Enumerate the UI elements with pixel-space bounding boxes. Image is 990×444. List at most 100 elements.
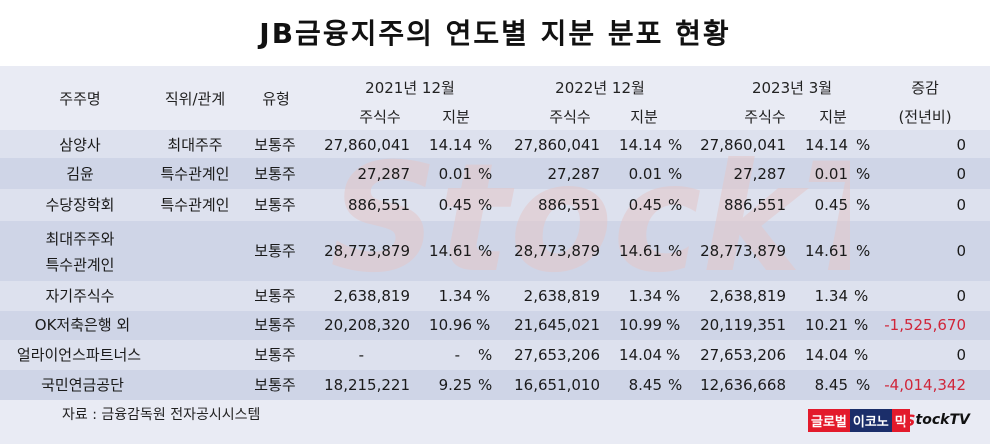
header-shares: 주식수 bbox=[549, 108, 591, 126]
cell-shareholder: 자기주식수 bbox=[45, 287, 115, 305]
cell-pct: % bbox=[856, 242, 871, 260]
cell-shares-2022: 27,653,206 bbox=[514, 346, 600, 364]
cell-shares-2021: 18,215,221 bbox=[324, 376, 410, 394]
cell-stake-2023: 0.45 bbox=[814, 196, 848, 214]
header-shares: 주식수 bbox=[744, 108, 786, 126]
header-shareholder: 주주명 bbox=[59, 90, 101, 108]
cell-type: 보통주 bbox=[254, 376, 296, 394]
header-change: 증감 bbox=[911, 79, 939, 97]
cell-change: 0 bbox=[956, 346, 966, 364]
row-band bbox=[0, 370, 990, 400]
row-band bbox=[0, 281, 990, 311]
cell-pct: % bbox=[476, 316, 491, 334]
source-note: 자료 : 금융감독원 전자공시시스템 bbox=[62, 407, 261, 423]
cell-stake-2022: 0.01 bbox=[628, 165, 662, 183]
cell-stake-2023: 14.14 bbox=[805, 136, 848, 154]
cell-shares-2022: 886,551 bbox=[537, 196, 600, 214]
cell-pct: % bbox=[478, 196, 493, 214]
row-band bbox=[0, 311, 990, 340]
cell-type: 보통주 bbox=[254, 316, 296, 334]
cell-stake-2021: - bbox=[454, 346, 460, 364]
cell-stake-2022: 8.45 bbox=[628, 376, 662, 394]
cell-pct: % bbox=[476, 287, 491, 305]
header-stake: 지분 bbox=[442, 108, 470, 126]
row-band bbox=[0, 158, 990, 189]
cell-shares-2021: 28,773,879 bbox=[324, 242, 410, 260]
cell-shares-2023: 20,119,351 bbox=[700, 316, 786, 334]
cell-stake-2021: 10.96 bbox=[429, 316, 472, 334]
cell-shares-2023: 2,638,819 bbox=[709, 287, 786, 305]
cell-type: 보통주 bbox=[254, 136, 296, 154]
cell-shares-2021: 2,638,819 bbox=[333, 287, 410, 305]
cell-pct: % bbox=[666, 287, 681, 305]
cell-relation: 특수관계인 bbox=[160, 165, 230, 183]
cell-stake-2023: 14.61 bbox=[805, 242, 848, 260]
cell-pct: % bbox=[668, 196, 683, 214]
row-band bbox=[0, 340, 990, 370]
title-bar: JB금융지주의 연도별 지분 분포 현황 bbox=[0, 0, 990, 66]
cell-pct: % bbox=[856, 196, 871, 214]
cell-pct: % bbox=[478, 165, 493, 183]
global-economic-logo: 글로벌 이코노 믹 bbox=[808, 408, 910, 432]
cell-pct: % bbox=[854, 287, 869, 305]
cell-shares-2023: 27,287 bbox=[733, 165, 787, 183]
cell-type: 보통주 bbox=[254, 287, 296, 305]
cell-shares-2022: 21,645,021 bbox=[514, 316, 600, 334]
stocktv-logo-text: tockTV bbox=[915, 412, 970, 428]
cell-shareholder: 최대주주와 bbox=[45, 230, 115, 248]
cell-stake-2023: 1.34 bbox=[814, 287, 848, 305]
header-relation: 직위/관계 bbox=[164, 90, 226, 108]
cell-stake-2022: 1.34 bbox=[628, 287, 662, 305]
cell-shares-2022: 27,860,041 bbox=[514, 136, 600, 154]
cell-stake-2023: 10.21 bbox=[805, 316, 848, 334]
cell-change: 0 bbox=[956, 196, 966, 214]
cell-shares-2023: 886,551 bbox=[723, 196, 786, 214]
header-shares: 주식수 bbox=[359, 108, 401, 126]
cell-pct: % bbox=[854, 346, 869, 364]
cell-change: 0 bbox=[956, 242, 966, 260]
cell-pct: % bbox=[856, 376, 871, 394]
cell-pct: % bbox=[854, 316, 869, 334]
cell-stake-2023: 14.04 bbox=[805, 346, 848, 364]
cell-stake-2021: 0.01 bbox=[438, 165, 472, 183]
header-stake: 지분 bbox=[630, 108, 658, 126]
cell-shareholder: OK저축은행 외 bbox=[34, 316, 131, 334]
cell-change-negative: -1,525,670 bbox=[884, 316, 966, 334]
header-change-sub: (전년비) bbox=[898, 108, 952, 126]
cell-stake-2022: 14.61 bbox=[619, 242, 662, 260]
cell-pct: % bbox=[478, 346, 493, 364]
cell-pct: % bbox=[666, 316, 681, 334]
cell-shares-2021: 27,287 bbox=[357, 165, 411, 183]
cell-shareholder-line2: 특수관계인 bbox=[45, 256, 115, 274]
cell-shares-2022: 27,287 bbox=[547, 165, 601, 183]
cell-shares-2023: 27,653,206 bbox=[700, 346, 786, 364]
header-period-2023: 2023년 3월 bbox=[751, 79, 833, 97]
header-type: 유형 bbox=[262, 90, 290, 108]
cell-type: 보통주 bbox=[254, 346, 296, 364]
page-title: JB금융지주의 연도별 지분 분포 현황 bbox=[259, 17, 731, 50]
cell-type: 보통주 bbox=[254, 196, 296, 214]
cell-stake-2021: 14.14 bbox=[429, 136, 472, 154]
logo-part: 이코노 bbox=[849, 408, 892, 432]
cell-shares-2022: 16,651,010 bbox=[514, 376, 600, 394]
cell-change: 0 bbox=[956, 165, 966, 183]
cell-pct: % bbox=[668, 136, 683, 154]
cell-shareholder: 국민연금공단 bbox=[41, 376, 124, 394]
cell-shares-2021: 27,860,041 bbox=[324, 136, 410, 154]
cell-change: 0 bbox=[956, 136, 966, 154]
cell-pct: % bbox=[856, 165, 871, 183]
cell-pct: % bbox=[478, 376, 493, 394]
logo-part: 글로벌 bbox=[808, 408, 850, 432]
cell-change: 0 bbox=[956, 287, 966, 305]
cell-shares-2021: - bbox=[358, 346, 364, 364]
cell-stake-2021: 0.45 bbox=[438, 196, 472, 214]
cell-stake-2022: 10.99 bbox=[619, 316, 662, 334]
cell-shareholder: 삼양사 bbox=[59, 136, 101, 154]
cell-stake-2021: 1.34 bbox=[438, 287, 472, 305]
cell-change-negative: -4,014,342 bbox=[884, 376, 966, 394]
cell-type: 보통주 bbox=[254, 165, 296, 183]
cell-pct: % bbox=[668, 165, 683, 183]
cell-stake-2021: 9.25 bbox=[438, 376, 472, 394]
logo-part: 믹 bbox=[891, 408, 910, 432]
